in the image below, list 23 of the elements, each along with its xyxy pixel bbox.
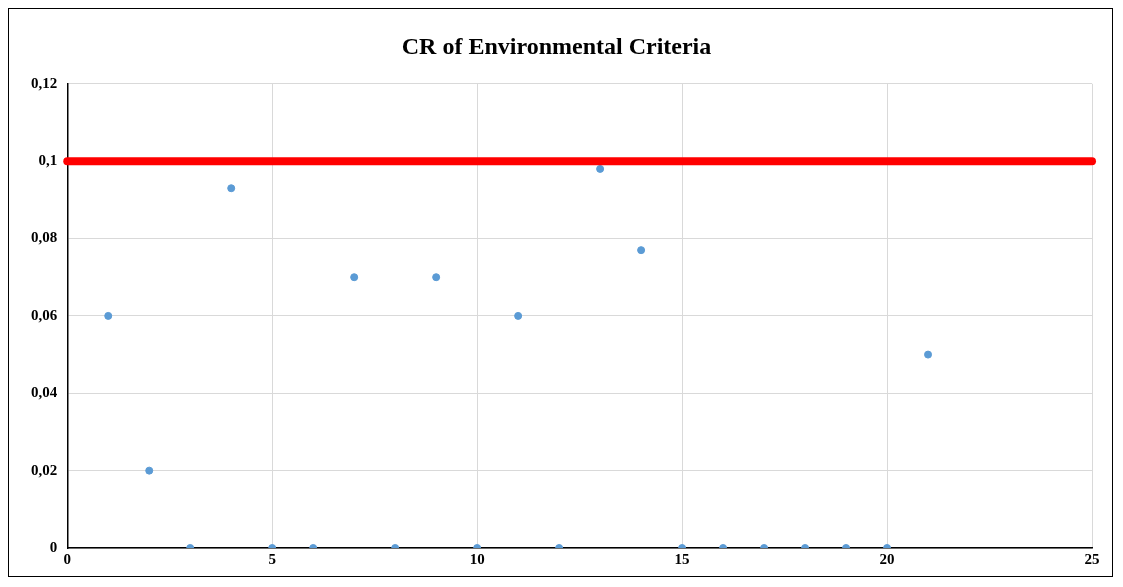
- chart-title: CR of Environmental Criteria: [401, 32, 712, 59]
- point: [924, 350, 933, 359]
- y-tick-label: 0,12: [31, 74, 58, 91]
- y-tick-label: 0,1: [38, 152, 58, 169]
- y-tick-label: 0,02: [31, 461, 58, 478]
- point: [227, 184, 236, 193]
- point: [432, 273, 441, 282]
- y-tick-label: 0,04: [31, 384, 58, 401]
- y-tick-label: 0,08: [31, 229, 58, 246]
- point: [637, 246, 646, 255]
- x-tick-label: 15: [674, 550, 690, 567]
- point: [350, 273, 359, 282]
- x-tick-label: 0: [63, 550, 71, 567]
- x-tick-label: 5: [268, 550, 276, 567]
- x-tick-label: 10: [469, 550, 485, 567]
- x-tick-label: 25: [1084, 550, 1100, 567]
- point: [104, 311, 113, 320]
- point: [596, 164, 605, 173]
- point: [514, 311, 523, 320]
- point: [145, 466, 154, 475]
- y-tick-label: 0,06: [31, 306, 58, 323]
- y-tick-label: 0: [49, 538, 58, 555]
- x-tick-label: 20: [879, 550, 895, 567]
